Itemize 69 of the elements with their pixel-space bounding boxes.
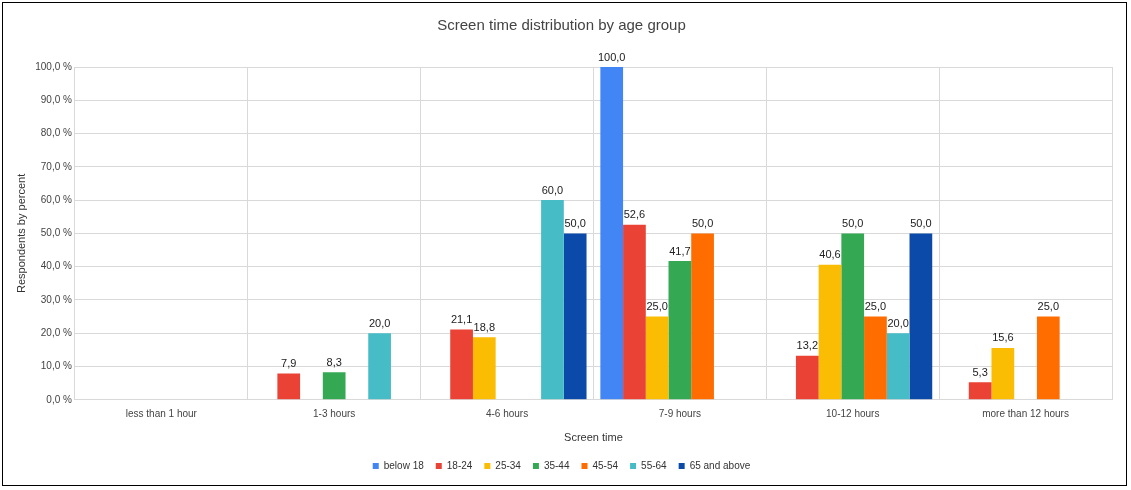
bar	[368, 333, 391, 400]
bar	[277, 373, 301, 400]
x-tick-label: 10-12 hours	[826, 407, 880, 419]
bar	[1036, 316, 1060, 400]
data-label: 25,0	[1037, 300, 1059, 313]
data-label: 25,0	[864, 300, 887, 313]
bar	[600, 67, 624, 400]
bar	[818, 264, 842, 400]
y-tick-label: 20,0 %	[40, 326, 72, 338]
bar	[472, 337, 496, 400]
legend-label: 25-34	[495, 459, 522, 471]
bar	[886, 333, 910, 400]
data-label: 40,6	[819, 248, 841, 261]
data-label: 5,3	[972, 365, 988, 378]
x-tick-label: more than 12 hours	[982, 407, 1069, 419]
y-tick-label: 100,0 %	[35, 60, 72, 72]
y-axis-title: Respondents by percent	[14, 173, 27, 294]
legend-label: 65 and above	[689, 459, 751, 471]
data-label: 18,8	[473, 320, 496, 333]
bar	[450, 329, 473, 400]
bar	[841, 233, 865, 400]
bar	[795, 355, 819, 400]
data-label: 50,0	[910, 216, 932, 229]
y-tick-label: 0,0 %	[46, 393, 72, 405]
data-label: 21,1	[450, 313, 473, 326]
data-label: 52,6	[623, 208, 646, 221]
data-label: 15,6	[992, 331, 1014, 344]
bar	[563, 233, 587, 400]
data-label: 8,3	[326, 355, 342, 368]
x-tick-label: less than 1 hour	[125, 407, 198, 419]
x-tick-label: 7-9 hours	[658, 407, 701, 419]
y-tick-label: 80,0 %	[40, 127, 72, 139]
legend-label: 35-44	[543, 459, 570, 471]
data-label: 7,9	[281, 357, 297, 370]
bar	[541, 200, 564, 400]
bar	[691, 233, 714, 400]
data-label: 13,2	[796, 339, 818, 352]
legend-label: 45-54	[592, 459, 619, 471]
y-tick-label: 30,0 %	[40, 293, 72, 305]
y-tick-label: 90,0 %	[40, 94, 72, 106]
data-label: 100,0	[597, 50, 626, 63]
bar	[668, 261, 692, 400]
bar	[645, 316, 669, 400]
chart-title: Screen time distribution by age group	[437, 16, 686, 34]
x-tick-label: 4-6 hours	[485, 407, 529, 419]
x-axis-title: Screen time	[564, 431, 623, 444]
bar	[991, 347, 1015, 400]
bar	[322, 372, 346, 400]
x-tick-label: 1-3 hours	[313, 407, 356, 419]
y-tick-label: 60,0 %	[40, 193, 72, 205]
data-label: 20,0	[368, 316, 391, 329]
y-tick-label: 40,0 %	[40, 260, 72, 272]
data-label: 25,0	[646, 300, 668, 313]
data-label: 50,0	[564, 216, 586, 229]
y-tick-label: 10,0 %	[40, 360, 72, 372]
legend-label: below 18	[383, 459, 425, 471]
data-label: 60,0	[541, 183, 564, 196]
bar	[623, 224, 646, 400]
data-label: 41,7	[669, 244, 691, 257]
y-tick-label: 50,0 %	[40, 227, 72, 239]
data-label: 50,0	[691, 216, 714, 229]
bar	[968, 382, 992, 400]
legend-label: 55-64	[641, 459, 668, 471]
bar	[864, 316, 887, 400]
data-label: 20,0	[887, 316, 909, 329]
bar	[909, 233, 933, 400]
legend-label: 18-24	[446, 459, 473, 471]
data-label: 50,0	[842, 216, 864, 229]
y-tick-label: 70,0 %	[40, 160, 72, 172]
